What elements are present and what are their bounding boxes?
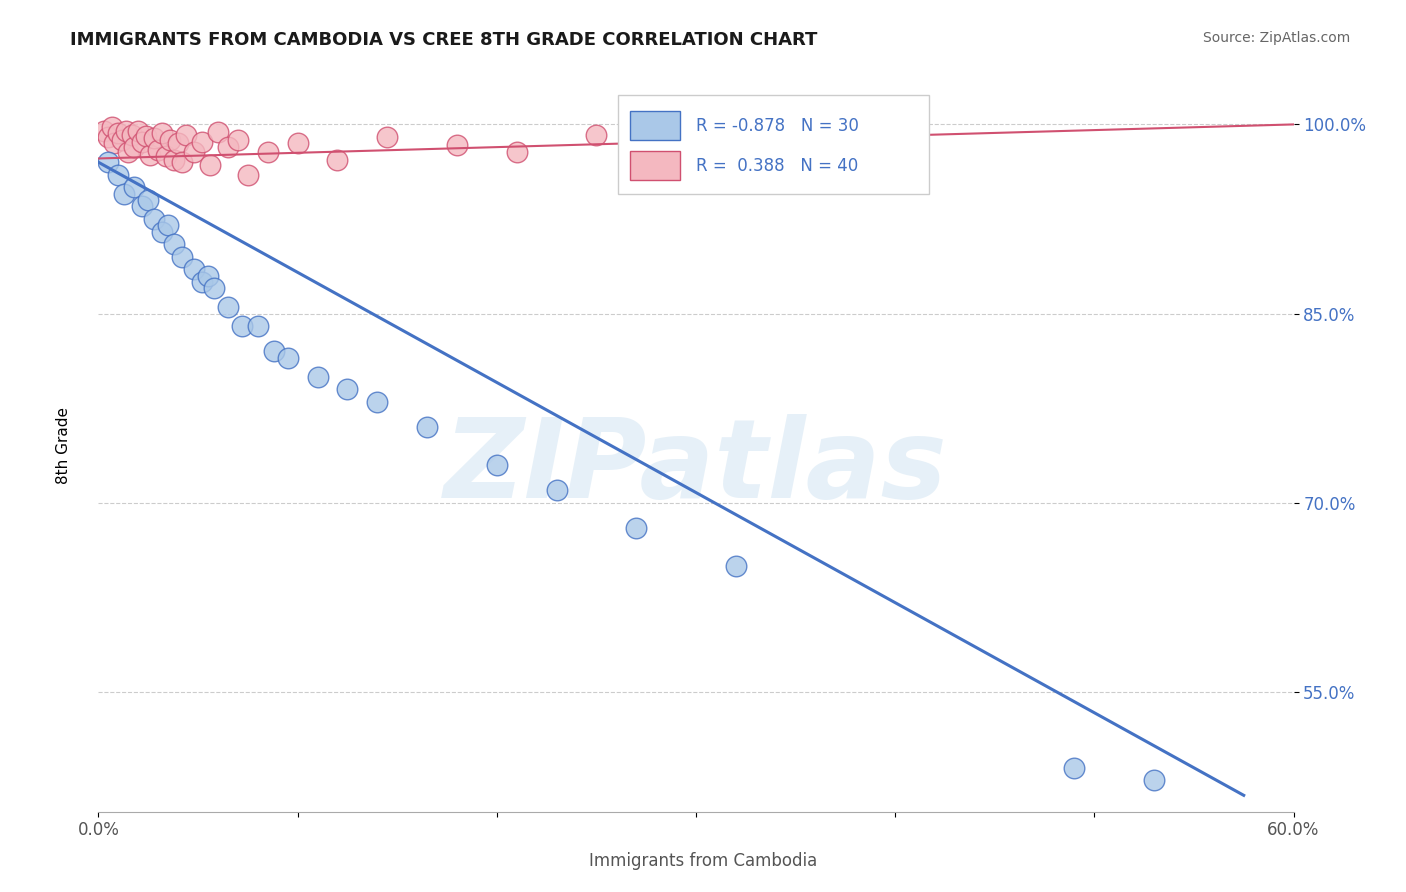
Point [366, 395, 388, 409]
Point [143, 212, 166, 227]
Point [93, 124, 115, 138]
Point [124, 140, 146, 154]
Point [546, 483, 568, 497]
Point [191, 275, 214, 289]
Point [107, 168, 129, 182]
Point [446, 137, 468, 152]
Point [155, 149, 177, 163]
Point [127, 124, 149, 138]
Point [107, 126, 129, 140]
Point [231, 319, 253, 334]
Point [785, 136, 807, 151]
Point [97, 130, 120, 145]
Point [191, 135, 214, 149]
Point [197, 268, 219, 283]
Point [167, 136, 190, 151]
Point [287, 136, 309, 151]
Point [101, 120, 124, 134]
FancyBboxPatch shape [619, 95, 929, 194]
Point [121, 128, 143, 142]
Point [150, 126, 173, 140]
Point [183, 262, 205, 277]
Point [111, 132, 134, 146]
Point [103, 136, 125, 151]
Point [131, 135, 153, 149]
Text: ZIPatlas: ZIPatlas [444, 415, 948, 522]
Point [416, 420, 439, 434]
Point [97, 155, 120, 169]
Point [124, 180, 146, 194]
Point [277, 351, 299, 365]
Point [724, 558, 747, 573]
Point [117, 145, 139, 160]
Point [157, 219, 180, 233]
Point [143, 131, 166, 145]
Point [765, 120, 787, 134]
Point [131, 199, 153, 213]
Point [485, 458, 508, 472]
Point [148, 143, 170, 157]
Point [217, 140, 239, 154]
Text: R =  0.388   N = 40: R = 0.388 N = 40 [696, 157, 858, 175]
Point [665, 132, 688, 146]
Point [163, 237, 186, 252]
Point [136, 193, 159, 207]
Point [256, 145, 278, 160]
Bar [630, 111, 681, 140]
Text: 8th Grade: 8th Grade [56, 408, 70, 484]
Point [226, 132, 249, 146]
Point [326, 153, 349, 167]
Text: IMMIGRANTS FROM CAMBODIA VS CREE 8TH GRADE CORRELATION CHART: IMMIGRANTS FROM CAMBODIA VS CREE 8TH GRA… [70, 31, 818, 49]
Point [307, 369, 329, 384]
Point [183, 145, 205, 160]
Text: Immigrants from Cambodia: Immigrants from Cambodia [589, 852, 817, 870]
Point [1063, 761, 1085, 775]
Point [112, 186, 135, 201]
Point [172, 250, 194, 264]
Point [375, 130, 398, 145]
Bar [630, 152, 681, 180]
Point [246, 319, 269, 334]
Point [135, 128, 157, 143]
Point [150, 225, 173, 239]
Point [198, 158, 221, 172]
Point [336, 382, 359, 396]
Point [263, 344, 285, 359]
Point [236, 168, 259, 182]
Point [217, 300, 239, 314]
Point [626, 521, 648, 535]
Point [159, 132, 181, 146]
Text: R = -0.878   N = 30: R = -0.878 N = 30 [696, 117, 859, 135]
Point [172, 155, 194, 169]
Point [115, 124, 138, 138]
Point [1143, 773, 1166, 788]
Text: Source: ZipAtlas.com: Source: ZipAtlas.com [1202, 31, 1350, 45]
Point [174, 128, 197, 142]
Point [139, 147, 162, 161]
Point [506, 145, 529, 160]
Point [163, 153, 186, 167]
Point [202, 281, 225, 295]
Point [207, 125, 229, 139]
Point [585, 128, 607, 142]
